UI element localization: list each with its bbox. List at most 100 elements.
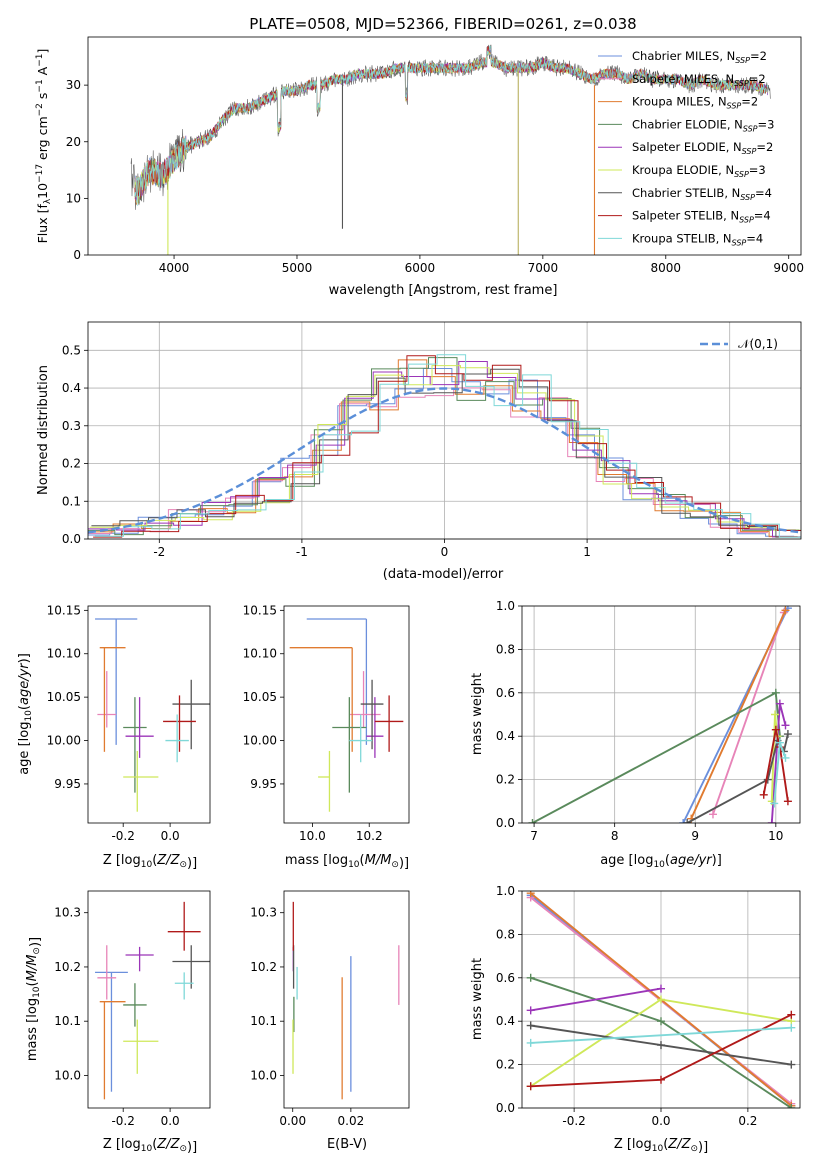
y-tick-label: 10.2 xyxy=(250,960,277,974)
y-tick-label: 0.8 xyxy=(496,642,515,656)
x-axis-label: (data-model)/error xyxy=(383,567,504,582)
x-tick-label: 9 xyxy=(691,829,699,843)
histogram-series xyxy=(88,359,798,538)
x-tick-label: 6000 xyxy=(405,261,436,275)
x-tick-label: 0.00 xyxy=(279,1114,306,1128)
plus-marker xyxy=(759,790,768,799)
figure-title: PLATE=0508, MJD=52366, FIBERID=0261, z=0… xyxy=(249,15,636,33)
legend-entry-normal: 𝒩(0,1) xyxy=(738,337,778,351)
x-tick-label: -0.2 xyxy=(111,1114,134,1128)
axes-massweight_vs_age: 7 8 9 10 0.0 0.2 0.4 0.6 0.8 1.0 xyxy=(496,599,800,843)
x-tick-label: 10 xyxy=(768,829,783,843)
plot-area-residuals xyxy=(88,354,801,538)
plot-area-mass_vs_ebv xyxy=(292,901,400,1100)
x-axis-label: Z [log10(Z/Z⊙)] xyxy=(614,1137,708,1155)
x-tick-label: 2 xyxy=(726,545,734,559)
plus-marker xyxy=(657,984,665,993)
plus-marker xyxy=(526,1082,535,1091)
x-tick-label: 1 xyxy=(583,545,591,559)
axes-age_vs_Z: -0.2 0.0 9.95 10.00 10.05 10.10 10.15 xyxy=(47,603,180,843)
plot-area-age_vs_mass xyxy=(289,618,404,812)
y-tick-label: 0.4 xyxy=(496,729,515,743)
x-axis-label: mass [log10(M/M⊙)] xyxy=(285,853,409,871)
y-axis-label: mass weight xyxy=(470,673,485,755)
axes-age_vs_mass: 10.0 10.2 9.95 10.00 10.05 10.10 10.15 xyxy=(243,603,383,843)
frame-mass_vs_Z xyxy=(87,890,211,1109)
x-tick-label: 10.2 xyxy=(356,829,383,843)
y-tick-label: 10.3 xyxy=(250,906,277,920)
plus-marker xyxy=(770,799,779,808)
x-tick-label: 0.0 xyxy=(161,829,180,843)
y-tick-label: 0.2 xyxy=(496,1058,515,1072)
legend-entry: Chabrier STELIB, NSSP=4 xyxy=(632,186,772,202)
x-axis-label: Z [log10(Z/Z⊙)] xyxy=(103,853,197,871)
plus-marker xyxy=(775,699,784,708)
x-tick-label: 8000 xyxy=(651,261,682,275)
y-tick-label: 0.1 xyxy=(62,494,81,508)
legend-entry: Salpeter ELODIE, NSSP=2 xyxy=(632,140,773,156)
y-tick-label: 0.3 xyxy=(62,419,81,433)
axes-spectrum: 4000 5000 6000 7000 8000 9000 0 10 20 30 xyxy=(66,78,804,275)
mass-weight-line xyxy=(690,609,787,820)
y-tick-label: 0.0 xyxy=(62,532,81,546)
histogram-series xyxy=(89,365,801,531)
legend-entry: Salpeter MILES, NSSP=2 xyxy=(632,72,766,88)
frame-age_vs_Z xyxy=(87,605,211,824)
histogram-series xyxy=(88,387,796,534)
mass-weight-line xyxy=(532,691,781,823)
plus-marker xyxy=(708,810,717,819)
x-tick-label: -1 xyxy=(296,545,308,559)
x-tick-label: 0.0 xyxy=(651,1114,670,1128)
plus-marker xyxy=(679,819,688,823)
plus-marker xyxy=(526,1021,535,1030)
y-tick-label: 10.00 xyxy=(243,734,277,748)
x-axis-label: age [log10(age/yr)] xyxy=(600,853,722,870)
y-tick-label: 10.15 xyxy=(47,603,81,617)
plot-area-massweight_vs_Z xyxy=(526,891,796,1108)
plus-marker xyxy=(771,710,780,719)
plot-area-age_vs_Z xyxy=(95,618,210,812)
axes-mass_vs_ebv: 0.00 0.02 10.0 10.1 10.2 10.3 xyxy=(250,906,364,1128)
plot-area-spectrum xyxy=(130,44,771,255)
mass-weight-line xyxy=(530,987,662,1012)
spectrum-line xyxy=(134,45,768,207)
legend-entry: Chabrier MILES, NSSP=2 xyxy=(632,49,767,65)
plus-marker xyxy=(526,891,535,898)
plus-marker xyxy=(783,797,792,806)
y-tick-label: 0.6 xyxy=(496,971,515,985)
x-tick-label: 8 xyxy=(611,829,619,843)
y-tick-label: 0.4 xyxy=(62,381,81,395)
plus-marker xyxy=(787,1060,796,1069)
legend-entry: Chabrier ELODIE, NSSP=3 xyxy=(632,117,774,133)
axes-mass_vs_Z: -0.2 0.0 10.0 10.1 10.2 10.3 xyxy=(54,906,179,1128)
y-axis-label: mass [log10(M/M⊙)] xyxy=(25,937,43,1061)
plus-marker xyxy=(657,995,665,1004)
histogram-series xyxy=(91,368,801,538)
plus-marker xyxy=(657,1017,665,1026)
legend-entry: Kroupa MILES, NSSP=2 xyxy=(632,95,758,111)
x-tick-label: -0.2 xyxy=(562,1114,585,1128)
y-tick-label: 10.00 xyxy=(47,734,81,748)
y-tick-label: 10.10 xyxy=(47,647,81,661)
plus-marker xyxy=(787,1104,796,1108)
plus-marker xyxy=(787,1023,796,1032)
y-tick-label: 9.95 xyxy=(250,777,277,791)
x-tick-label: 7000 xyxy=(528,261,559,275)
y-axis-label: Normed distribution xyxy=(36,365,51,495)
frame-massweight_vs_Z xyxy=(521,890,801,1109)
x-axis-label: Z [log10(Z/Z⊙)] xyxy=(103,1137,197,1155)
y-tick-label: 0.2 xyxy=(62,457,81,471)
legend-entry: Salpeter STELIB, NSSP=4 xyxy=(632,209,771,225)
y-tick-label: 0 xyxy=(73,248,81,262)
y-tick-label: 10.15 xyxy=(243,603,277,617)
plus-marker xyxy=(767,819,776,823)
x-tick-label: 0 xyxy=(441,545,449,559)
legend-entry: Kroupa STELIB, NSSP=4 xyxy=(632,231,763,247)
x-axis-label: E(B-V) xyxy=(327,1137,367,1152)
y-tick-label: 1.0 xyxy=(496,884,515,898)
y-tick-label: 0.6 xyxy=(496,686,515,700)
y-axis-label: mass weight xyxy=(470,958,485,1040)
y-axis-label: Flux [fλ10−17 erg cm−2 s−1 A−1] xyxy=(35,49,53,244)
frame-mass_vs_ebv xyxy=(283,890,410,1109)
plus-marker xyxy=(781,721,790,730)
